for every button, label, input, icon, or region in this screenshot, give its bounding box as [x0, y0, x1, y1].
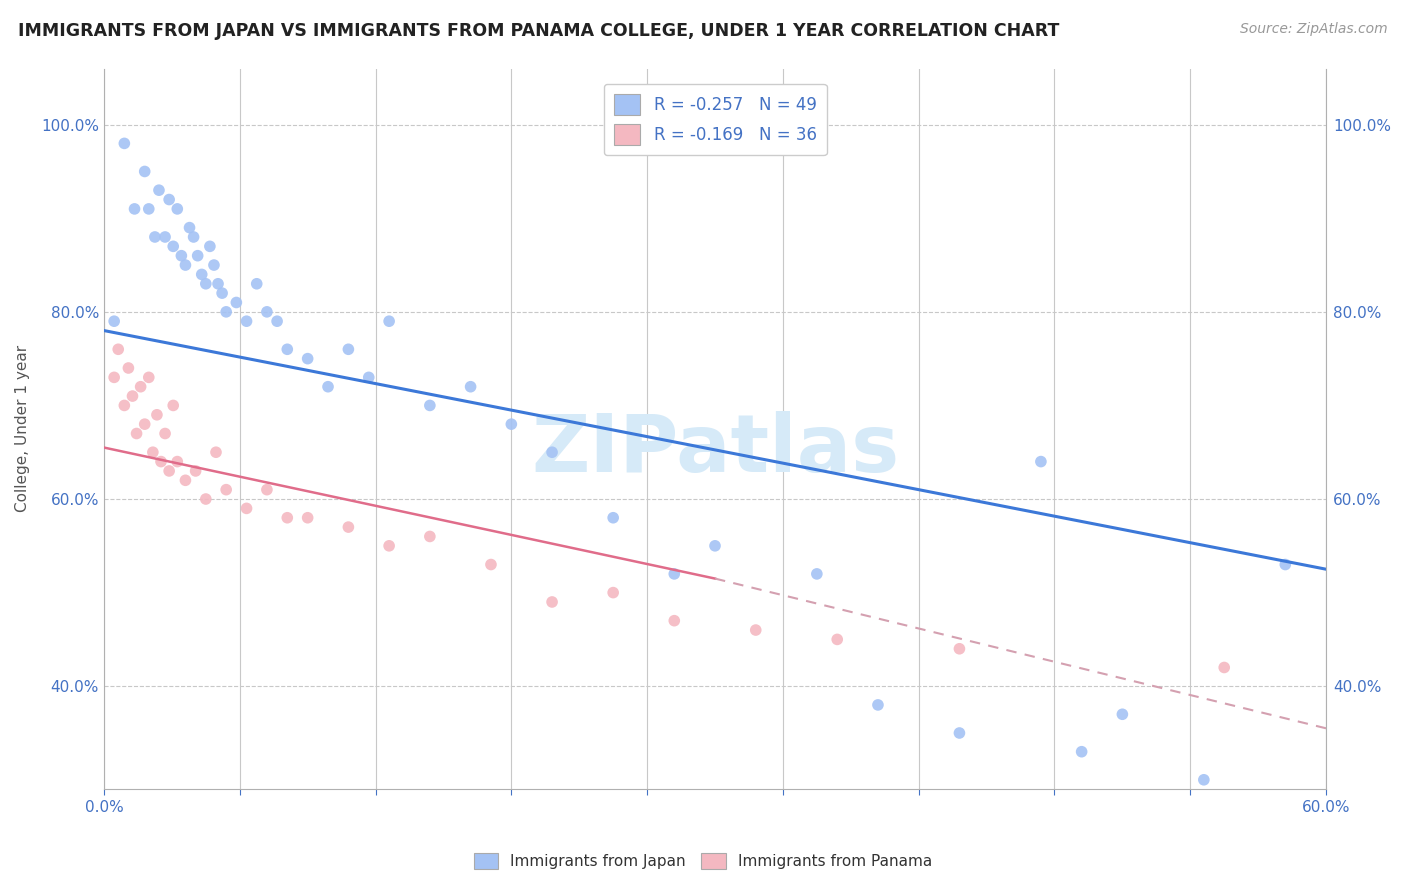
Point: [419, 529, 441, 543]
Point: [948, 726, 970, 740]
Point: [664, 566, 686, 581]
Point: [205, 445, 228, 459]
Point: [183, 230, 205, 244]
Text: Source: ZipAtlas.com: Source: ZipAtlas.com: [1240, 22, 1388, 37]
Point: [112, 399, 135, 413]
Point: [134, 417, 156, 432]
Point: [866, 698, 889, 712]
Point: [337, 520, 360, 534]
Point: [103, 314, 125, 328]
Point: [187, 249, 209, 263]
Point: [124, 202, 146, 216]
Legend: R = -0.257   N = 49, R = -0.169   N = 36: R = -0.257 N = 49, R = -0.169 N = 36: [603, 84, 827, 155]
Point: [256, 483, 278, 497]
Point: [166, 202, 188, 216]
Point: [211, 286, 233, 301]
Text: ZIPatlas: ZIPatlas: [531, 411, 900, 490]
Point: [1029, 454, 1052, 468]
Point: [276, 510, 298, 524]
Point: [194, 491, 217, 506]
Point: [138, 370, 160, 384]
Point: [225, 295, 247, 310]
Point: [460, 380, 482, 394]
Point: [297, 510, 319, 524]
Point: [146, 408, 169, 422]
Point: [162, 239, 184, 253]
Point: [235, 314, 257, 328]
Point: [153, 426, 176, 441]
Point: [235, 501, 257, 516]
Point: [602, 510, 624, 524]
Point: [501, 417, 523, 432]
Point: [170, 249, 193, 263]
Point: [745, 623, 768, 637]
Point: [157, 464, 180, 478]
Point: [419, 399, 441, 413]
Point: [825, 632, 848, 647]
Point: [1111, 707, 1133, 722]
Point: [117, 361, 139, 376]
Point: [121, 389, 143, 403]
Y-axis label: College, Under 1 year: College, Under 1 year: [15, 345, 30, 512]
Point: [297, 351, 319, 366]
Point: [107, 343, 129, 357]
Point: [179, 220, 201, 235]
Point: [948, 641, 970, 656]
Point: [103, 370, 125, 384]
Legend: Immigrants from Japan, Immigrants from Panama: Immigrants from Japan, Immigrants from P…: [468, 847, 938, 875]
Point: [112, 136, 135, 151]
Point: [174, 258, 197, 272]
Point: [142, 445, 165, 459]
Point: [162, 399, 184, 413]
Point: [316, 380, 339, 394]
Point: [357, 370, 380, 384]
Point: [1274, 558, 1296, 572]
Point: [378, 314, 401, 328]
Point: [153, 230, 176, 244]
Point: [202, 258, 225, 272]
Point: [1192, 772, 1215, 787]
Point: [1213, 660, 1236, 674]
Point: [215, 305, 238, 319]
Point: [602, 585, 624, 599]
Point: [337, 343, 360, 357]
Point: [1070, 745, 1092, 759]
Point: [138, 202, 160, 216]
Point: [215, 483, 238, 497]
Point: [256, 305, 278, 319]
Point: [266, 314, 288, 328]
Point: [174, 473, 197, 487]
Point: [378, 539, 401, 553]
Point: [276, 343, 298, 357]
Point: [143, 230, 166, 244]
Point: [134, 164, 156, 178]
Point: [184, 464, 207, 478]
Point: [541, 445, 564, 459]
Point: [806, 566, 828, 581]
Point: [479, 558, 502, 572]
Point: [190, 268, 212, 282]
Point: [150, 454, 173, 468]
Point: [157, 193, 180, 207]
Point: [246, 277, 269, 291]
Point: [129, 380, 152, 394]
Point: [166, 454, 188, 468]
Point: [198, 239, 221, 253]
Text: IMMIGRANTS FROM JAPAN VS IMMIGRANTS FROM PANAMA COLLEGE, UNDER 1 YEAR CORRELATIO: IMMIGRANTS FROM JAPAN VS IMMIGRANTS FROM…: [18, 22, 1060, 40]
Point: [148, 183, 170, 197]
Point: [125, 426, 148, 441]
Point: [207, 277, 229, 291]
Point: [194, 277, 217, 291]
Point: [704, 539, 727, 553]
Point: [664, 614, 686, 628]
Point: [541, 595, 564, 609]
